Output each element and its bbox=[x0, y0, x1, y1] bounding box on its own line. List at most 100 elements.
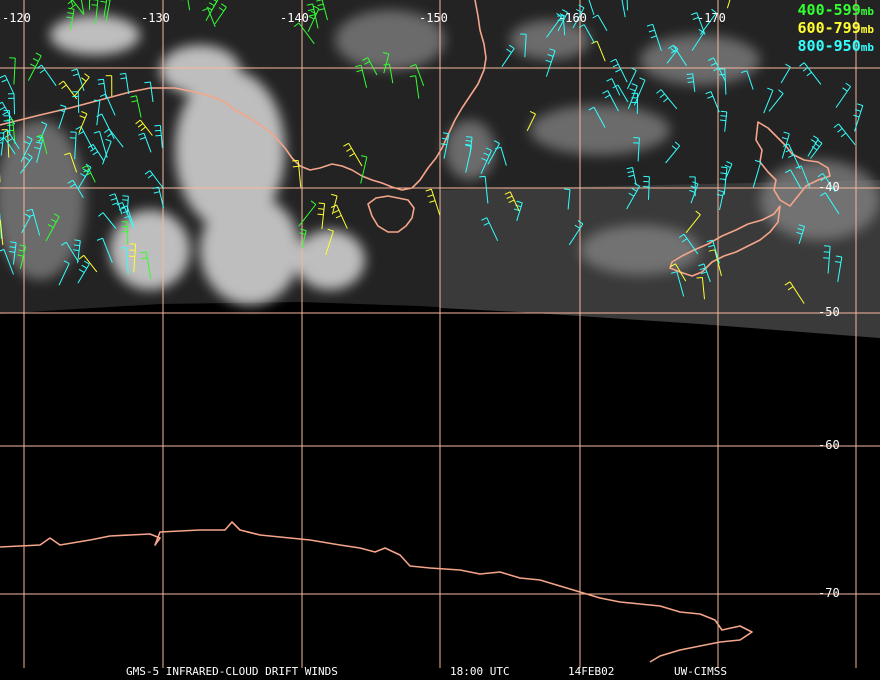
wind-barb bbox=[211, 0, 219, 10]
wind-barb bbox=[0, 133, 5, 156]
wind-barb-flag bbox=[588, 106, 595, 111]
wind-barb bbox=[321, 0, 328, 21]
wind-barb-flag bbox=[650, 35, 657, 39]
wind-barb-flag bbox=[4, 133, 11, 138]
lon-label-130: -130 bbox=[141, 11, 170, 25]
wind-barb-flag bbox=[508, 199, 515, 204]
wind-barb-flag bbox=[81, 111, 88, 115]
wind-barb bbox=[105, 0, 111, 22]
wind-barb-flag bbox=[317, 213, 324, 216]
wind-barb bbox=[12, 242, 17, 265]
wind-barb bbox=[58, 106, 67, 129]
wind-barb bbox=[617, 84, 629, 103]
wind-barb-flag bbox=[0, 248, 5, 252]
wind-barb-flag bbox=[27, 153, 33, 158]
wind-barb bbox=[95, 0, 99, 24]
wind-barb bbox=[133, 244, 137, 273]
wind-barb bbox=[139, 119, 153, 136]
wind-barb-flag bbox=[671, 145, 677, 150]
wind-barb-flag bbox=[85, 163, 92, 168]
wind-barb bbox=[70, 9, 75, 30]
wind-barb bbox=[12, 119, 16, 145]
wind-barb-flag bbox=[100, 0, 107, 3]
wind-barb bbox=[31, 209, 41, 236]
wind-barb-flag bbox=[670, 271, 678, 274]
wind-barb-flag bbox=[810, 139, 817, 144]
legend-item-400-599: 400-599mb bbox=[798, 2, 874, 20]
wind-barb-flag bbox=[35, 52, 42, 57]
wind-barb-flag bbox=[97, 78, 104, 81]
wind-barb bbox=[99, 131, 108, 158]
wind-barb bbox=[768, 93, 784, 112]
wind-barb bbox=[567, 189, 571, 210]
wind-barb-flag bbox=[122, 210, 129, 214]
wind-barb-flag bbox=[516, 200, 523, 204]
wind-barb-flag bbox=[842, 87, 848, 92]
wind-barb bbox=[78, 113, 88, 133]
wind-barb bbox=[752, 161, 762, 188]
wind-barb-flag bbox=[556, 12, 562, 18]
wind-barb-flag bbox=[427, 194, 434, 198]
wind-barb bbox=[307, 8, 320, 33]
wind-barb-flag bbox=[19, 244, 26, 247]
wind-barb-flag bbox=[707, 95, 714, 99]
wind-barb bbox=[691, 32, 705, 51]
wind-barb-flag bbox=[687, 81, 694, 83]
wind-barb-flag bbox=[409, 75, 416, 78]
wind-barb bbox=[3, 249, 14, 275]
wind-barb bbox=[41, 64, 57, 87]
wind-barb bbox=[726, 0, 731, 9]
wind-barb-flag bbox=[87, 143, 94, 149]
legend-item-800-950: 800-950mb bbox=[798, 38, 874, 56]
wind-barb-flag bbox=[696, 277, 703, 279]
wind-barb bbox=[626, 70, 637, 90]
wind-barb bbox=[102, 212, 117, 229]
wind-barb-flag bbox=[96, 113, 103, 118]
wind-barb-flag bbox=[140, 126, 146, 131]
legend-item-600-799: 600-799mb bbox=[798, 20, 874, 38]
wind-barb-flag bbox=[318, 8, 325, 11]
wind-barb-flag bbox=[9, 246, 16, 248]
wind-barb-flag bbox=[627, 170, 634, 174]
wind-barb-flag bbox=[144, 170, 151, 175]
wind-barb-flag bbox=[318, 208, 325, 210]
wind-barb-flag bbox=[360, 155, 368, 158]
valid-date: 14FEB02 bbox=[568, 665, 615, 678]
wind-barb bbox=[627, 85, 638, 109]
wind-barb bbox=[336, 204, 348, 229]
wind-barb bbox=[298, 204, 317, 227]
wind-barb-flag bbox=[0, 74, 6, 79]
wind-barb-flag bbox=[2, 111, 8, 116]
wind-barb bbox=[810, 142, 823, 159]
wind-barb-flag bbox=[802, 67, 809, 72]
wind-barb-flag bbox=[479, 175, 486, 178]
wind-barb-flag bbox=[576, 8, 582, 13]
wind-barb-flag bbox=[309, 14, 316, 17]
wind-barb bbox=[69, 152, 78, 173]
wind-barb bbox=[121, 202, 134, 226]
wind-barb bbox=[102, 238, 113, 263]
wind-barb-flag bbox=[604, 94, 611, 99]
wind-barb-flag bbox=[308, 15, 315, 20]
wind-barb-flag bbox=[17, 254, 24, 257]
wind-barb bbox=[74, 132, 77, 160]
wind-barb-flag bbox=[610, 58, 617, 63]
wind-barb bbox=[633, 80, 646, 106]
wind-barb bbox=[583, 24, 595, 43]
wind-barb bbox=[690, 183, 699, 204]
wind-barb-flag bbox=[631, 83, 638, 87]
wind-barb bbox=[803, 62, 822, 85]
wind-barb bbox=[367, 57, 378, 76]
wind-barb-flag bbox=[806, 71, 812, 77]
wind-barb bbox=[45, 216, 60, 242]
wind-barb bbox=[13, 58, 16, 85]
wind-barb-flag bbox=[578, 4, 585, 9]
wind-barb bbox=[593, 106, 606, 128]
wind-barb-flag bbox=[634, 182, 640, 187]
wind-barb-flag bbox=[700, 271, 707, 275]
wind-barb-flag bbox=[382, 52, 390, 55]
wind-barb-flag bbox=[37, 138, 44, 142]
wind-barb bbox=[0, 220, 4, 246]
wind-barb bbox=[724, 163, 733, 181]
wind-barb bbox=[676, 271, 685, 297]
